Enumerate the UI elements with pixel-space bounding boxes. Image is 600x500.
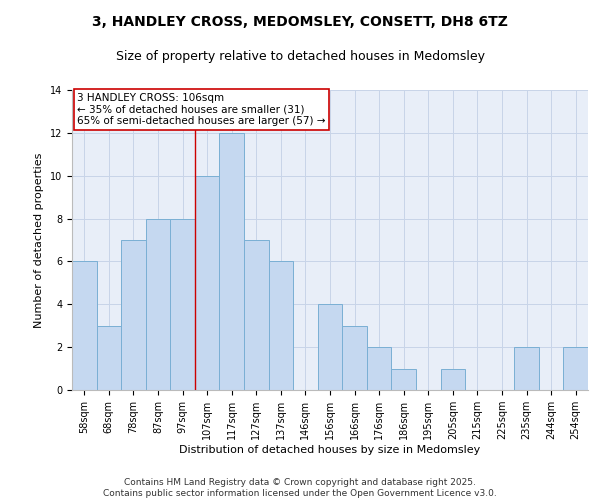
Bar xyxy=(195,176,220,390)
Bar xyxy=(244,240,269,390)
Bar xyxy=(367,347,391,390)
Bar xyxy=(121,240,146,390)
Bar xyxy=(342,326,367,390)
Bar xyxy=(146,218,170,390)
Bar xyxy=(97,326,121,390)
Text: Contains HM Land Registry data © Crown copyright and database right 2025.
Contai: Contains HM Land Registry data © Crown c… xyxy=(103,478,497,498)
Text: 3 HANDLEY CROSS: 106sqm
← 35% of detached houses are smaller (31)
65% of semi-de: 3 HANDLEY CROSS: 106sqm ← 35% of detache… xyxy=(77,93,326,126)
Text: Size of property relative to detached houses in Medomsley: Size of property relative to detached ho… xyxy=(115,50,485,63)
Bar xyxy=(269,262,293,390)
Bar xyxy=(170,218,195,390)
Text: 3, HANDLEY CROSS, MEDOMSLEY, CONSETT, DH8 6TZ: 3, HANDLEY CROSS, MEDOMSLEY, CONSETT, DH… xyxy=(92,15,508,29)
Bar xyxy=(514,347,539,390)
Bar xyxy=(440,368,465,390)
Bar xyxy=(318,304,342,390)
X-axis label: Distribution of detached houses by size in Medomsley: Distribution of detached houses by size … xyxy=(179,445,481,455)
Bar xyxy=(563,347,588,390)
Bar xyxy=(72,262,97,390)
Bar xyxy=(220,133,244,390)
Bar xyxy=(391,368,416,390)
Y-axis label: Number of detached properties: Number of detached properties xyxy=(34,152,44,328)
